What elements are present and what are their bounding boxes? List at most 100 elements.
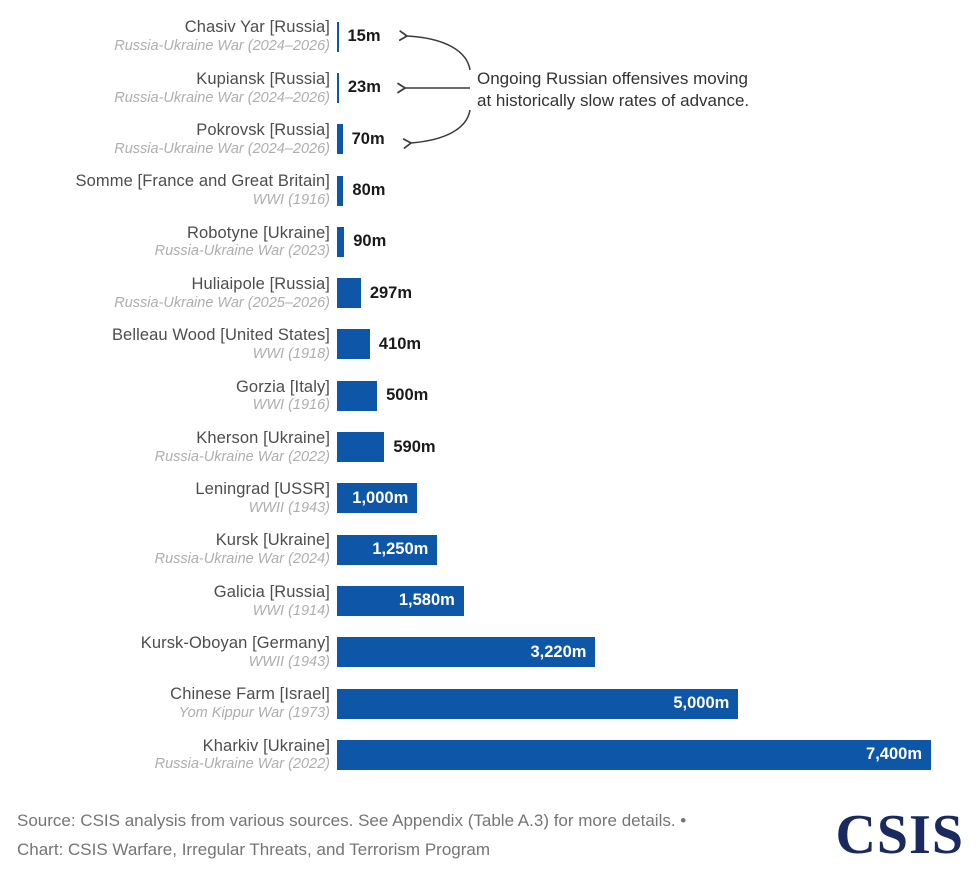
bar <box>337 124 343 155</box>
csis-logo: CSIS <box>835 804 964 866</box>
war-label: Russia-Ukraine War (2025–2026) <box>114 294 330 311</box>
bar-area: 297m <box>330 278 980 309</box>
bar-area: 15m <box>330 21 980 52</box>
war-label: Russia-Ukraine War (2022) <box>154 448 330 465</box>
war-label: WWII (1943) <box>248 653 330 670</box>
bar: 7,400m <box>337 739 931 770</box>
row-labels: Kursk-Oboyan [Germany] WWII (1943) <box>0 634 330 670</box>
bar-area: 90m <box>330 226 980 257</box>
war-label: Russia-Ukraine War (2024–2026) <box>114 140 330 157</box>
chart-credit: Chart: CSIS Warfare, Irregular Threats, … <box>17 840 491 859</box>
bar: 1,000m <box>337 483 418 514</box>
battle-label: Somme [France and Great Britain] <box>75 172 330 191</box>
war-label: WWII (1943) <box>248 499 330 516</box>
bar: 1,250m <box>337 534 438 565</box>
bar-row: Kharkiv [Ukraine] Russia-Ukraine War (20… <box>0 729 980 780</box>
footer: Source: CSIS analysis from various sourc… <box>17 806 964 864</box>
war-label: WWI (1914) <box>252 602 330 619</box>
bar-value-outside: 23m <box>347 78 381 97</box>
bar-row: Chasiv Yar [Russia] Russia-Ukraine War (… <box>0 11 980 62</box>
war-label: Russia-Ukraine War (2024–2026) <box>114 89 330 106</box>
bar <box>337 226 345 257</box>
annotation-line-2: at historically slow rates of advance. <box>477 91 750 110</box>
battle-label: Kherson [Ukraine] <box>196 428 330 447</box>
bar-value-outside: 297m <box>369 283 413 302</box>
bar <box>337 21 339 52</box>
bar-row: Huliaipole [Russia] Russia-Ukraine War (… <box>0 267 980 318</box>
battle-label: Belleau Wood [United States] <box>111 326 330 345</box>
bar-value-inside: 1,580m <box>398 591 455 610</box>
battle-label: Leningrad [USSR] <box>195 480 330 499</box>
battle-label: Kharkiv [Ukraine] <box>202 736 330 755</box>
bar-area: 500m <box>330 380 980 411</box>
bar-row: Kherson [Ukraine] Russia-Ukraine War (20… <box>0 421 980 472</box>
battle-label: Kupiansk [Russia] <box>196 69 330 88</box>
bar-area: 7,400m <box>330 739 980 770</box>
battle-label: Gorzia [Italy] <box>235 377 330 396</box>
bar <box>337 175 344 206</box>
bar <box>337 72 339 103</box>
battle-label: Chasiv Yar [Russia] <box>184 18 330 37</box>
row-labels: Galicia [Russia] WWI (1914) <box>0 583 330 619</box>
battle-label: Huliaipole [Russia] <box>191 274 330 293</box>
war-label: WWI (1916) <box>252 192 330 209</box>
bar: 5,000m <box>337 688 739 719</box>
row-labels: Kherson [Ukraine] Russia-Ukraine War (20… <box>0 429 330 465</box>
row-labels: Huliaipole [Russia] Russia-Ukraine War (… <box>0 275 330 311</box>
war-label: Russia-Ukraine War (2022) <box>154 756 330 773</box>
war-label: Russia-Ukraine War (2023) <box>154 243 330 260</box>
footer-text: Source: CSIS analysis from various sourc… <box>17 806 686 864</box>
battle-label: Kursk [Ukraine] <box>215 531 330 550</box>
battle-label: Galicia [Russia] <box>213 582 330 601</box>
bar-row: Robotyne [Ukraine] Russia-Ukraine War (2… <box>0 216 980 267</box>
row-labels: Somme [France and Great Britain] WWI (19… <box>0 172 330 208</box>
bar-area: 23m <box>330 72 980 103</box>
bar-value-outside: 70m <box>351 129 385 148</box>
bar-value-outside: 80m <box>352 181 386 200</box>
bar-row: Kursk [Ukraine] Russia-Ukraine War (2024… <box>0 524 980 575</box>
war-label: Russia-Ukraine War (2024–2026) <box>114 38 330 55</box>
row-labels: Leningrad [USSR] WWII (1943) <box>0 480 330 516</box>
bar-row: Leningrad [USSR] WWII (1943) 1,000m <box>0 473 980 524</box>
source-note: Source: CSIS analysis from various sourc… <box>17 811 687 830</box>
bar-row: Pokrovsk [Russia] Russia-Ukraine War (20… <box>0 114 980 165</box>
bar-row: Gorzia [Italy] WWI (1916) 500m <box>0 370 980 421</box>
bar-area: 70m <box>330 124 980 155</box>
bar <box>337 380 378 411</box>
row-labels: Pokrovsk [Russia] Russia-Ukraine War (20… <box>0 121 330 157</box>
row-labels: Kharkiv [Ukraine] Russia-Ukraine War (20… <box>0 737 330 773</box>
row-labels: Robotyne [Ukraine] Russia-Ukraine War (2… <box>0 224 330 260</box>
row-labels: Kursk [Ukraine] Russia-Ukraine War (2024… <box>0 531 330 567</box>
bar-value-inside: 3,220m <box>530 642 587 661</box>
bar-row: Chinese Farm [Israel] Yom Kippur War (19… <box>0 678 980 729</box>
bar-value-outside: 15m <box>347 27 381 46</box>
bar-area: 590m <box>330 432 980 463</box>
bar-area: 1,000m <box>330 483 980 514</box>
war-label: WWI (1916) <box>252 397 330 414</box>
battle-label: Robotyne [Ukraine] <box>186 223 330 242</box>
bar: 1,580m <box>337 585 464 616</box>
bar-row: Galicia [Russia] WWI (1914) 1,580m <box>0 575 980 626</box>
battle-label: Chinese Farm [Israel] <box>170 685 330 704</box>
bar-area: 410m <box>330 329 980 360</box>
war-label: Russia-Ukraine War (2024) <box>154 551 330 568</box>
row-labels: Chasiv Yar [Russia] Russia-Ukraine War (… <box>0 18 330 54</box>
bar <box>337 432 385 463</box>
bar-value-outside: 410m <box>378 334 422 353</box>
bar-value-outside: 90m <box>353 232 387 251</box>
bar-area: 3,220m <box>330 637 980 668</box>
row-labels: Chinese Farm [Israel] Yom Kippur War (19… <box>0 685 330 721</box>
bar <box>337 278 361 309</box>
bar-area: 1,250m <box>330 534 980 565</box>
bar-row: Somme [France and Great Britain] WWI (19… <box>0 165 980 216</box>
annotation-line-1: Ongoing Russian offensives moving <box>477 69 748 88</box>
annotation-arrows-icon <box>397 30 471 149</box>
battle-label: Kursk-Oboyan [Germany] <box>140 634 330 653</box>
row-labels: Kupiansk [Russia] Russia-Ukraine War (20… <box>0 70 330 106</box>
row-labels: Belleau Wood [United States] WWI (1918) <box>0 326 330 362</box>
row-labels: Gorzia [Italy] WWI (1916) <box>0 378 330 414</box>
bar-value-outside: 500m <box>386 386 429 405</box>
bar-value-inside: 1,250m <box>372 540 429 559</box>
bar <box>337 329 370 360</box>
